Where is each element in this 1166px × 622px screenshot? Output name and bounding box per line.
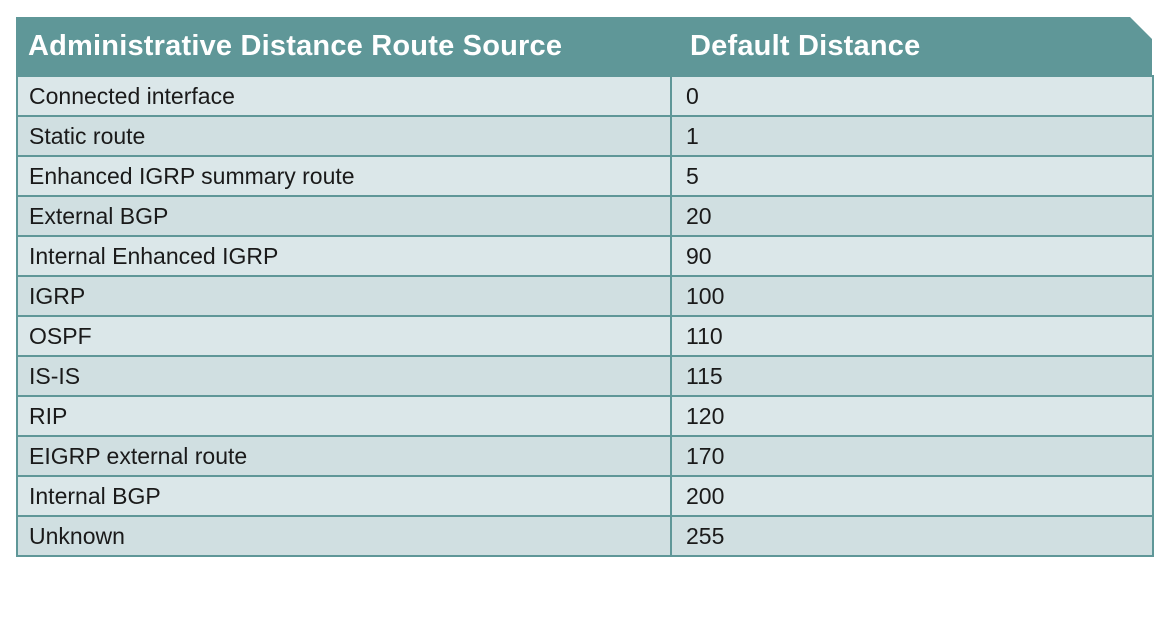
route-source-cell: Unknown: [16, 515, 672, 557]
route-source-cell: Internal Enhanced IGRP: [16, 235, 672, 277]
distance-cell: 20: [670, 195, 1154, 237]
table-row: EIGRP external route 170: [16, 435, 1154, 477]
distance-cell: 110: [670, 315, 1154, 357]
route-source-cell: Static route: [16, 115, 672, 157]
distance-cell: 255: [670, 515, 1154, 557]
distance-cell: 170: [670, 435, 1154, 477]
distance-cell: 1: [670, 115, 1154, 157]
table-row: Static route 1: [16, 115, 1154, 157]
distance-cell: 120: [670, 395, 1154, 437]
distance-cell: 5: [670, 155, 1154, 197]
table-row: Internal Enhanced IGRP 90: [16, 235, 1154, 277]
table-row: Enhanced IGRP summary route 5: [16, 155, 1154, 197]
distance-cell: 90: [670, 235, 1154, 277]
route-source-cell: Connected interface: [16, 75, 672, 117]
route-source-cell: RIP: [16, 395, 672, 437]
table-row: IS-IS 115: [16, 355, 1154, 397]
table-row: IGRP 100: [16, 275, 1154, 317]
header-default-distance: Default Distance: [690, 29, 921, 62]
table-row: Internal BGP 200: [16, 475, 1154, 517]
table-row: Unknown 255: [16, 515, 1154, 557]
header-route-source: Administrative Distance Route Source: [28, 29, 563, 62]
distance-cell: 0: [670, 75, 1154, 117]
distance-cell: 200: [670, 475, 1154, 517]
table-body: Connected interface 0 Static route 1 Enh…: [16, 75, 1154, 557]
table-row: OSPF 110: [16, 315, 1154, 357]
route-source-cell: EIGRP external route: [16, 435, 672, 477]
table-header: Administrative Distance Route Source Def…: [16, 17, 1152, 75]
table-row: Connected interface 0: [16, 75, 1154, 117]
table-row: External BGP 20: [16, 195, 1154, 237]
route-source-cell: IS-IS: [16, 355, 672, 397]
route-source-cell: Enhanced IGRP summary route: [16, 155, 672, 197]
route-source-cell: External BGP: [16, 195, 672, 237]
distance-cell: 100: [670, 275, 1154, 317]
administrative-distance-table: Administrative Distance Route Source Def…: [16, 17, 1154, 557]
route-source-cell: OSPF: [16, 315, 672, 357]
table-row: RIP 120: [16, 395, 1154, 437]
route-source-cell: IGRP: [16, 275, 672, 317]
route-source-cell: Internal BGP: [16, 475, 672, 517]
distance-cell: 115: [670, 355, 1154, 397]
